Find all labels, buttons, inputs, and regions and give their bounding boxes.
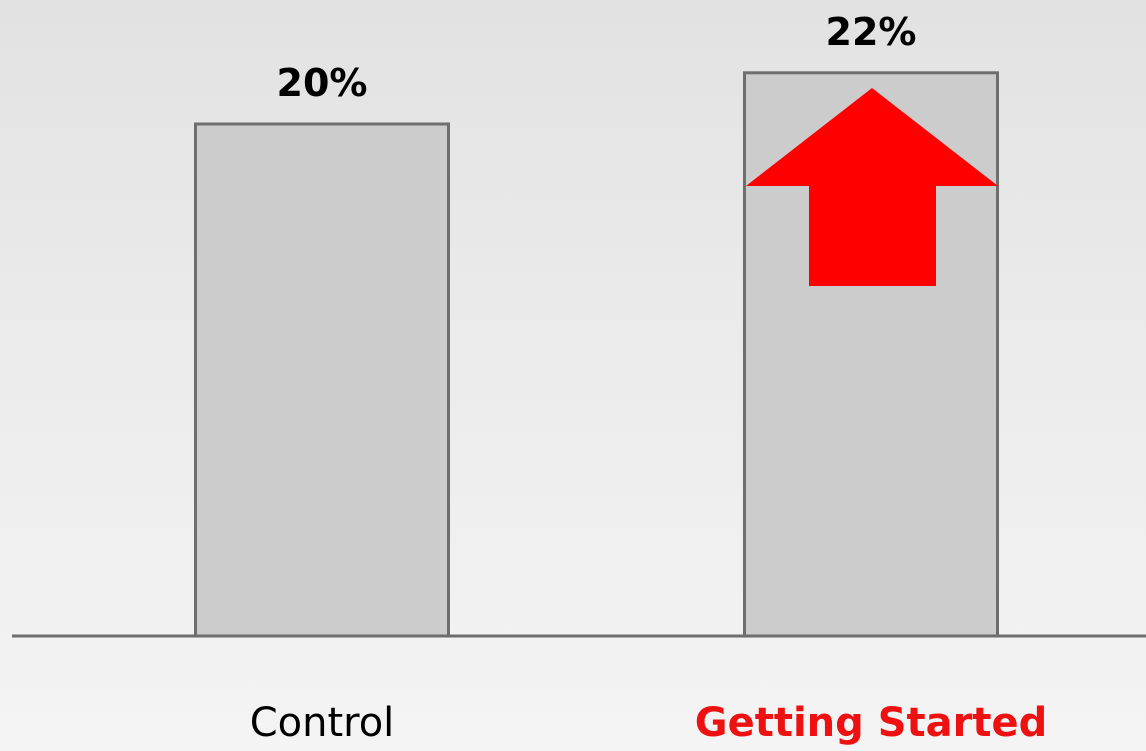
up-arrow-icon (746, 88, 998, 286)
value-label: 22% (826, 10, 917, 54)
category-labels-group: Control Getting Started (250, 700, 1048, 746)
value-label: 20% (277, 61, 368, 105)
category-label: Control (250, 700, 395, 746)
value-labels-group: 20% 22% (277, 10, 917, 105)
category-label: Getting Started (695, 700, 1047, 746)
bar-control (194, 122, 450, 638)
